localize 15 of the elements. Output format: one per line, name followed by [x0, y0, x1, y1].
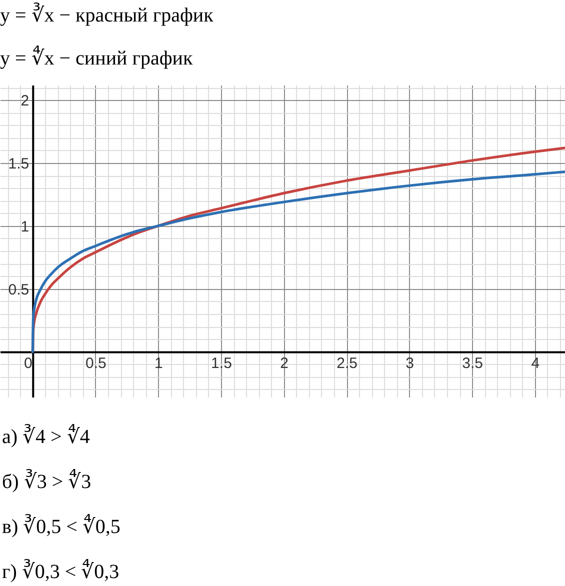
chart-title: y = ∛x − красный график — [0, 2, 214, 27]
x-tick-label: 3 — [406, 355, 414, 372]
text: г) ∛0,3 < ∜0,3 — [2, 559, 120, 583]
x-tick-label: 0 — [24, 355, 32, 372]
x-tick-label: 1.5 — [211, 355, 232, 372]
text: а) ∛4 > ∜4 — [2, 424, 90, 448]
x-tick-label: 3.5 — [462, 355, 484, 372]
chart-subtitle: y = ∜x − синий график — [0, 46, 193, 70]
x-tick-label: 4 — [531, 355, 540, 372]
text: б) ∛3 > ∜3 — [2, 469, 92, 493]
text: в) ∛0,5 < ∜0,5 — [2, 514, 120, 538]
x-tick-label: 2 — [280, 355, 288, 372]
x-tick-label: 1 — [154, 355, 163, 372]
x-tick-label: 2.5 — [336, 355, 358, 372]
x-tick-label: 0.5 — [85, 355, 106, 372]
